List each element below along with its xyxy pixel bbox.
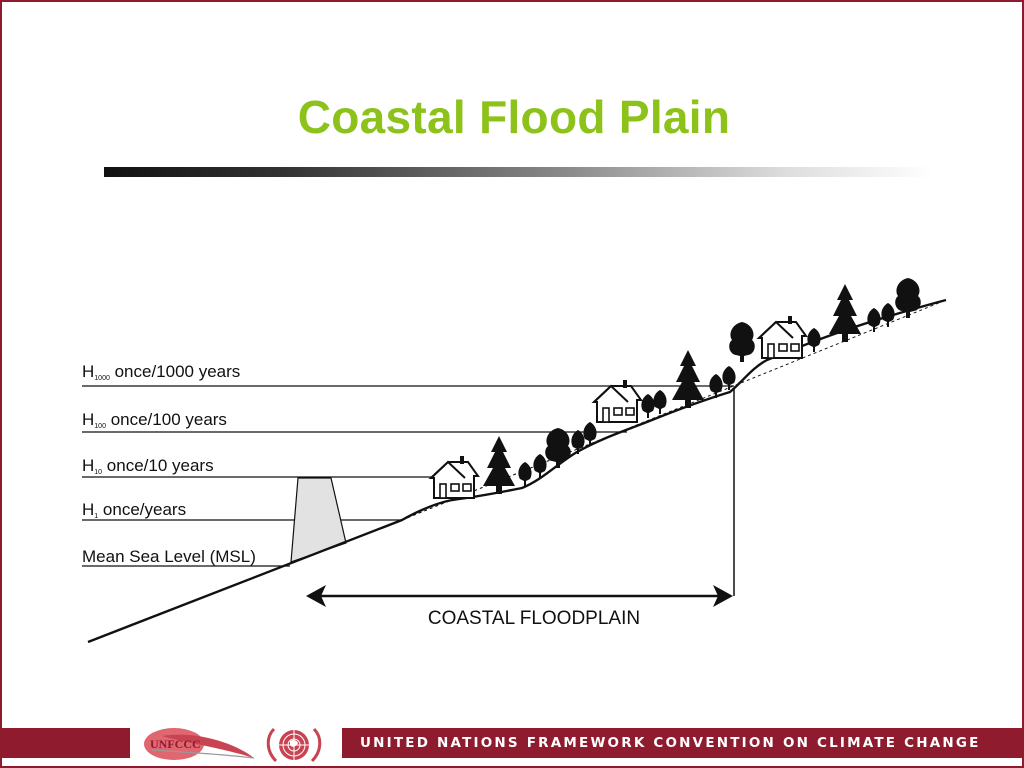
shrub-icon bbox=[518, 462, 532, 486]
level-label-h1000: H1000 once/1000 years bbox=[82, 362, 240, 382]
shrub-icon bbox=[571, 430, 585, 454]
level-label-h10: H10 once/10 years bbox=[82, 456, 214, 476]
level-label-h1: H1 once/years bbox=[82, 500, 186, 520]
tree-icon bbox=[545, 428, 571, 468]
shrub-icon bbox=[881, 303, 895, 327]
level-label-msl: Mean Sea Level (MSL) bbox=[82, 547, 256, 566]
coastal-floodplain-diagram: H1000 once/1000 years H100 once/100 year… bbox=[82, 278, 947, 644]
tidal-range-shape bbox=[290, 477, 347, 563]
footer: UNFCCC UNITED NATIONS FRAMEWORK CONVENTI… bbox=[2, 724, 1022, 764]
footer-text: UNITED NATIONS FRAMEWORK CONVENTION ON C… bbox=[360, 735, 981, 751]
pine-tree-icon bbox=[483, 436, 515, 494]
unfccc-logo-text: UNFCCC bbox=[150, 737, 201, 751]
house-icon bbox=[430, 455, 479, 499]
pine-tree-icon bbox=[829, 284, 861, 342]
shrub-icon bbox=[641, 394, 655, 418]
slide-title: Coastal Flood Plain bbox=[297, 91, 731, 143]
level-label-h100: H100 once/100 years bbox=[82, 410, 227, 430]
unfccc-logo: UNFCCC bbox=[144, 728, 255, 760]
arrow-head-left bbox=[306, 585, 326, 607]
arrow-head-right bbox=[713, 585, 733, 607]
ground-profile bbox=[87, 298, 947, 644]
shrub-icon bbox=[867, 308, 881, 332]
tree-icon bbox=[729, 322, 755, 362]
house-icon bbox=[758, 315, 807, 359]
un-emblem-icon bbox=[266, 727, 322, 763]
pine-tree-icon bbox=[672, 350, 704, 408]
original-slope-dashed bbox=[401, 299, 947, 521]
shrub-icon bbox=[807, 328, 821, 352]
floodplain-label: COASTAL FLOODPLAIN bbox=[428, 608, 640, 629]
shrub-icon bbox=[653, 390, 667, 414]
title-gradient-rule bbox=[104, 167, 934, 177]
